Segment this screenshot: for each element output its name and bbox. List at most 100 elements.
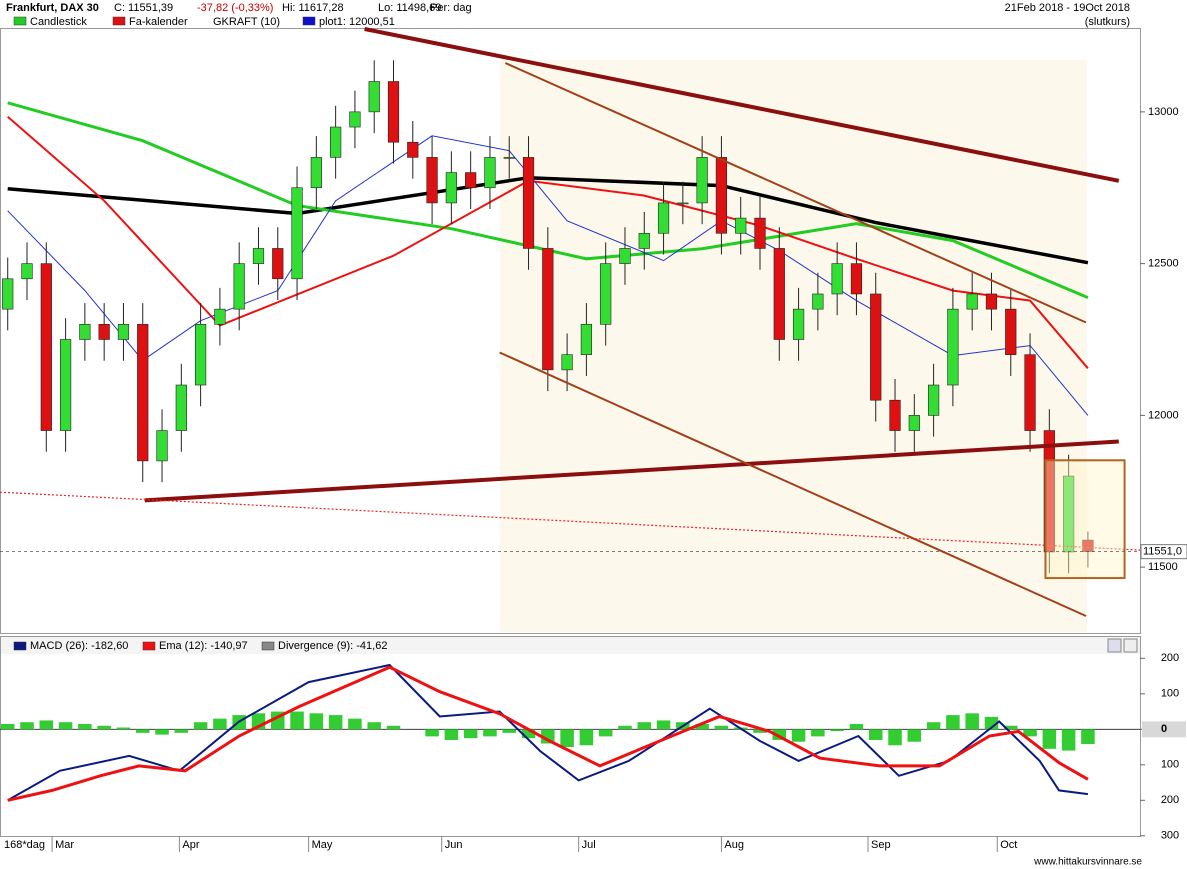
divergence-bar bbox=[367, 722, 381, 730]
y-tick-label: 200 bbox=[1161, 794, 1179, 806]
divergence-bar bbox=[1004, 725, 1018, 730]
candle-body bbox=[484, 157, 496, 189]
x-tick-label: Jul bbox=[582, 839, 596, 851]
divergence-bar bbox=[521, 729, 536, 739]
divergence-bar bbox=[0, 723, 15, 730]
tool-icon[interactable] bbox=[1107, 638, 1122, 653]
date-range: 21Feb 2018 - 19Oct 2018 bbox=[1005, 2, 1130, 14]
candle-body bbox=[1005, 308, 1017, 355]
legend-label: GKRAFT (10) bbox=[213, 16, 280, 28]
candle-body bbox=[40, 263, 52, 431]
candle-body bbox=[387, 81, 400, 143]
candle-body bbox=[966, 293, 978, 310]
divergence-bar bbox=[39, 720, 54, 730]
y-tick-label: 12000 bbox=[1148, 409, 1179, 421]
divergence-bar bbox=[830, 729, 844, 732]
candle-body bbox=[831, 263, 843, 295]
candle-body bbox=[2, 278, 14, 310]
candle-body bbox=[908, 415, 920, 431]
x-tick-label: Aug bbox=[724, 839, 744, 851]
divergence-bar bbox=[328, 715, 343, 730]
candle-body bbox=[349, 111, 361, 128]
y-tick-label: 100 bbox=[1161, 688, 1179, 700]
divergence-bar bbox=[116, 727, 131, 730]
moving-average bbox=[7, 175, 1089, 265]
high: Hi: 11617,28 bbox=[282, 2, 344, 14]
y-tick-label: 100 bbox=[1161, 759, 1179, 771]
legend-key bbox=[142, 641, 156, 651]
divergence-bar bbox=[926, 722, 941, 730]
trendline bbox=[504, 62, 1087, 324]
moving-average bbox=[7, 135, 1089, 416]
candle-body bbox=[407, 141, 419, 158]
divergence-bar bbox=[386, 725, 401, 730]
divergence-bar bbox=[965, 713, 979, 730]
divergence-bar bbox=[579, 729, 594, 746]
candle-body bbox=[889, 399, 901, 431]
candle-body bbox=[619, 248, 631, 264]
divergence-bar bbox=[598, 729, 613, 737]
y-tick-label: 300 bbox=[1161, 830, 1179, 842]
candle-body bbox=[600, 263, 612, 325]
divergence-bar bbox=[213, 718, 227, 730]
divergence-bar bbox=[155, 729, 169, 735]
candle-body bbox=[79, 324, 91, 340]
candle-body bbox=[754, 217, 766, 249]
divergence-bar bbox=[463, 729, 478, 739]
divergence-bar bbox=[174, 729, 189, 733]
highlight-box bbox=[1044, 459, 1126, 580]
price-frame bbox=[0, 28, 1141, 634]
divergence-bar bbox=[811, 729, 825, 737]
x-tick-label: Sep bbox=[871, 839, 891, 851]
low: Lo: 11498,69 bbox=[378, 2, 441, 14]
divergence-bar bbox=[309, 713, 324, 730]
legend-label: Divergence (9): -41,62 bbox=[278, 640, 387, 652]
candle-body bbox=[175, 384, 187, 431]
macd-frame bbox=[0, 636, 1141, 837]
divergence-bar bbox=[849, 723, 864, 730]
candle-body bbox=[638, 232, 650, 249]
divergence-bar bbox=[348, 718, 362, 730]
candle-body bbox=[1043, 430, 1055, 553]
x-tick-label: May bbox=[312, 839, 333, 851]
candle-body bbox=[195, 324, 207, 386]
candle-body bbox=[137, 324, 149, 462]
zero-box bbox=[1142, 721, 1186, 738]
candle-body bbox=[985, 293, 998, 310]
trendline bbox=[499, 351, 1087, 617]
candle-body bbox=[445, 172, 457, 204]
last-price-box bbox=[1140, 544, 1187, 560]
candle-body bbox=[21, 263, 33, 280]
candle-body bbox=[59, 339, 72, 431]
candle-body bbox=[812, 293, 824, 310]
y-tick-label: 11500 bbox=[1148, 561, 1178, 573]
candle-body bbox=[927, 384, 940, 416]
divergence-bar bbox=[946, 715, 960, 730]
divergence-bar bbox=[290, 711, 304, 730]
divergence-bar bbox=[541, 729, 555, 744]
candle-body bbox=[677, 202, 689, 205]
candle-body bbox=[503, 157, 515, 159]
x-tick-label: Mar bbox=[55, 839, 74, 851]
trendline bbox=[364, 27, 1120, 183]
divergence-bar bbox=[656, 720, 671, 730]
period: Per: dag bbox=[430, 2, 472, 14]
divergence-bar bbox=[791, 729, 806, 742]
divergence-bar bbox=[772, 729, 787, 740]
title: Frankfurt, DAX 30 bbox=[6, 2, 99, 14]
divergence-bar bbox=[502, 729, 516, 733]
divergence-bar bbox=[58, 722, 73, 730]
divergence-bar bbox=[1061, 729, 1076, 751]
divergence-bar bbox=[1081, 729, 1095, 745]
candle-body bbox=[773, 248, 785, 340]
moving-average bbox=[7, 115, 1089, 369]
divergence-bar bbox=[753, 729, 767, 733]
divergence-bar bbox=[618, 725, 632, 730]
candle-body bbox=[291, 187, 303, 280]
trendline bbox=[144, 439, 1119, 503]
close-icon[interactable] bbox=[1123, 638, 1138, 653]
x-tick-label: Oct bbox=[1000, 839, 1017, 851]
legend-label: Fa-kalender bbox=[129, 16, 188, 28]
candle-body bbox=[426, 157, 438, 204]
